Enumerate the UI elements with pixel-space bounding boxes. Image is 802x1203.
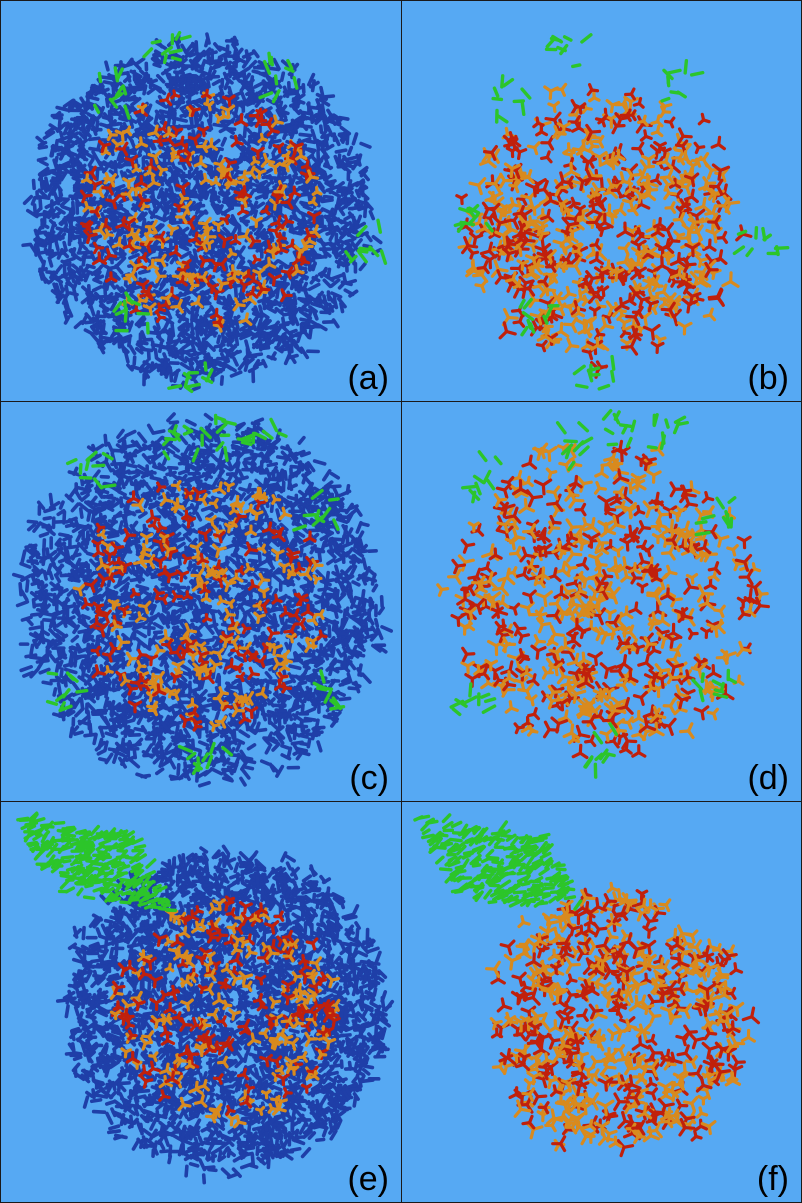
panel-label-f: (f) xyxy=(756,1160,789,1198)
panel-label-b: (b) xyxy=(747,359,789,397)
panel-a: (a) xyxy=(0,0,402,402)
molecular-cluster-render xyxy=(453,33,790,391)
panel-label-e: (e) xyxy=(347,1160,389,1198)
molecular-cluster-render xyxy=(436,408,770,779)
panel-c: (c) xyxy=(0,401,402,802)
panel-label-a: (a) xyxy=(347,359,389,397)
molecular-cluster-render xyxy=(413,813,761,1158)
molecular-cluster-render xyxy=(11,412,394,788)
panel-e: (e) xyxy=(0,801,402,1203)
molecular-cluster-render xyxy=(16,811,395,1185)
panel-b: (b) xyxy=(401,0,802,402)
panel-label-d: (d) xyxy=(747,759,789,797)
panel-label-c: (c) xyxy=(349,759,389,797)
panel-f: (f) xyxy=(401,801,802,1203)
molecular-cluster-render xyxy=(21,30,388,394)
panel-d: (d) xyxy=(401,401,802,802)
